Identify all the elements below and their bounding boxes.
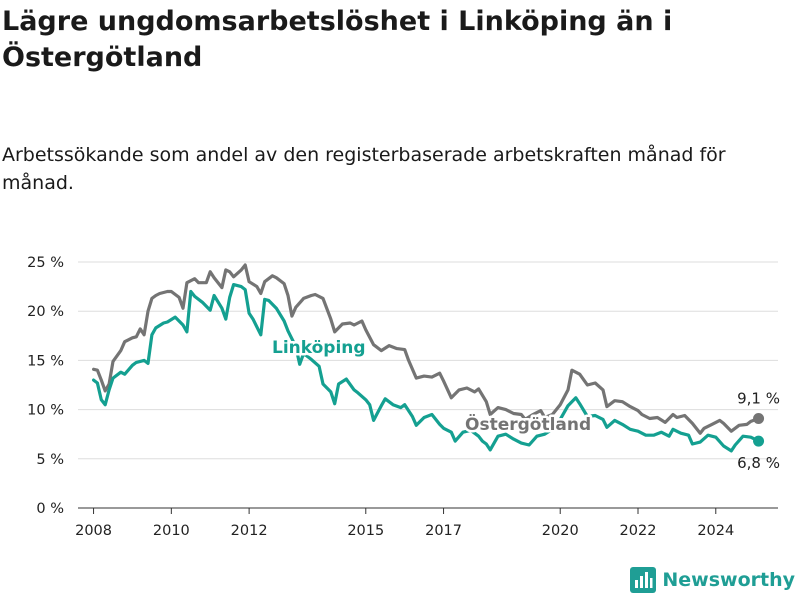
y-tick-label: 5 % xyxy=(36,452,64,468)
x-tick-label: 2015 xyxy=(347,523,384,539)
y-tick-label: 10 % xyxy=(27,403,64,419)
series-line-ostergotland xyxy=(92,263,761,435)
chart-subtitle: Arbetssökande som andel av den registerb… xyxy=(2,144,726,194)
series-label-linkoping: Linköping xyxy=(272,338,366,358)
y-tick-label: 20 % xyxy=(27,304,64,320)
series-label-ostergotland: Östergötland xyxy=(465,413,591,435)
x-tick-label: 2012 xyxy=(231,523,268,539)
series-line-linkoping xyxy=(92,283,761,453)
x-tick-label: 2010 xyxy=(153,523,190,539)
brand-logo: Newsworthy xyxy=(630,567,795,593)
brand-name: Newsworthy xyxy=(662,569,795,591)
end-point-linkoping xyxy=(753,435,765,447)
x-tick-label: 2024 xyxy=(697,523,734,539)
end-point-ostergotland xyxy=(753,412,765,424)
chart-title: Lägre ungdomsarbetslöshet i Linköping än… xyxy=(2,6,673,73)
end-value-label-linkoping: 6,8 % xyxy=(737,454,780,472)
end-value-label-ostergotland: 9,1 % xyxy=(737,389,780,407)
x-tick-label: 2020 xyxy=(542,523,579,539)
newsworthy-logo-icon xyxy=(630,567,657,593)
x-tick-label: 2017 xyxy=(425,523,462,539)
y-tick-label: 15 % xyxy=(27,353,64,369)
y-tick-label: 25 % xyxy=(27,255,64,271)
x-tick-label: 2022 xyxy=(620,523,657,539)
x-tick-label: 2008 xyxy=(75,523,112,539)
y-tick-label: 0 % xyxy=(36,501,64,517)
